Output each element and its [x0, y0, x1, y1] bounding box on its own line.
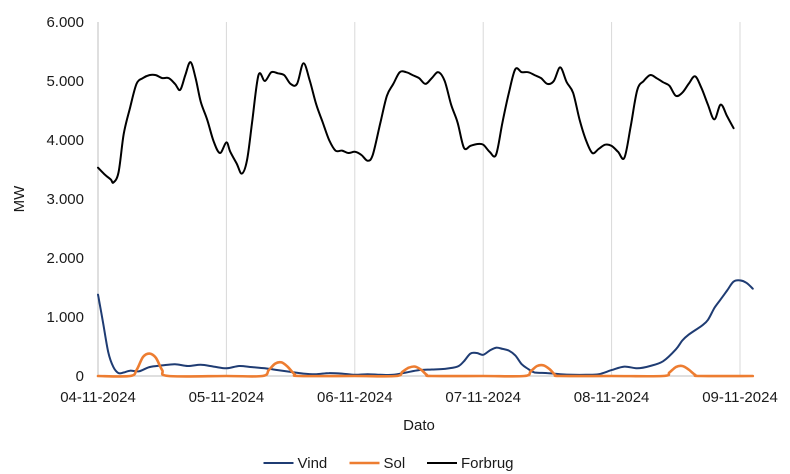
- y-axis-title: MW: [11, 185, 28, 212]
- legend: Vind Sol Forbrug: [263, 455, 514, 472]
- legend-label-vind: Vind: [298, 455, 328, 472]
- x-tick-label: 06-11-2024: [317, 389, 393, 406]
- x-tick-label: 09-11-2024: [702, 389, 778, 406]
- legend-label-sol: Sol: [384, 455, 406, 472]
- x-tick-label: 04-11-2024: [60, 389, 136, 406]
- y-tick-label: 0: [76, 368, 84, 385]
- legend-label-forbrug: Forbrug: [461, 455, 514, 472]
- y-tick-labels: 0 1.000 2.000 3.000 4.000 5.000 6.000: [46, 14, 84, 385]
- y-tick-label: 1.000: [46, 309, 84, 326]
- series-line-sol: [96, 352, 755, 378]
- y-tick-label: 3.000: [46, 191, 84, 208]
- y-tick-label: 2.000: [46, 250, 84, 267]
- series-line-vind: [97, 279, 754, 377]
- vertical-gridlines: [225, 22, 741, 376]
- y-tick-label: 4.000: [46, 132, 84, 149]
- series-lines: [96, 61, 755, 378]
- x-axis-title: Dato: [403, 417, 435, 434]
- y-tick-label: 6.000: [46, 14, 84, 31]
- x-tick-label: 08-11-2024: [574, 389, 650, 406]
- y-tick-label: 5.000: [46, 73, 84, 90]
- x-tick-label: 07-11-2024: [445, 389, 521, 406]
- series-line-forbrug: [97, 61, 735, 184]
- x-tick-labels: 04-11-2024 05-11-2024 06-11-2024 07-11-2024…: [60, 389, 778, 406]
- x-tick-label: 05-11-2024: [189, 389, 265, 406]
